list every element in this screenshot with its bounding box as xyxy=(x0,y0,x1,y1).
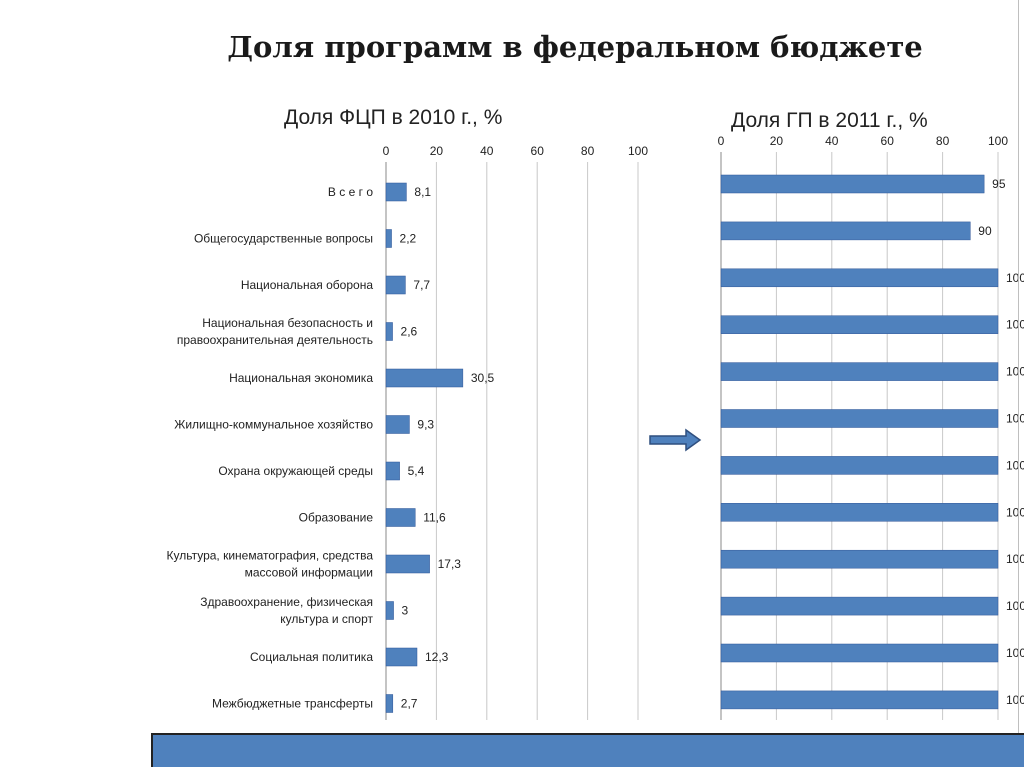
data-label: 9,3 xyxy=(417,418,434,432)
category-label: правоохранительная деятельность xyxy=(177,333,373,347)
bar xyxy=(385,461,400,481)
bar xyxy=(385,647,418,667)
bar xyxy=(720,362,999,381)
right-arrow-icon xyxy=(649,428,702,452)
x-tick-label: 100 xyxy=(988,134,1008,148)
data-label: 12,3 xyxy=(425,650,449,664)
x-tick-label: 60 xyxy=(531,144,545,158)
data-label: 100 xyxy=(1006,458,1024,472)
left-bar-chart: 0 20 40 60 80 100 8,1 В с е г о 2,2 Общегосударст… xyxy=(167,144,648,720)
x-tick-label: 100 xyxy=(628,144,648,158)
category-label: Межбюджетные трансферты xyxy=(212,697,373,711)
bar xyxy=(385,554,430,574)
category-label: Жилищно-коммунальное хозяйство xyxy=(174,418,373,432)
category-label: Национальная безопасность и xyxy=(202,316,373,330)
category-label: Культура, кинематография, средства xyxy=(167,549,374,563)
bar xyxy=(385,275,406,295)
right-chart-title: Доля ГП в 2011 г., % xyxy=(731,109,928,132)
data-label: 100 xyxy=(1006,646,1024,660)
category-label: Национальная оборона xyxy=(241,278,373,292)
bar xyxy=(720,221,971,241)
category-label: Общегосударственные вопросы xyxy=(194,232,373,246)
category-label: В с е г о xyxy=(328,185,373,199)
data-label: 100 xyxy=(1006,599,1024,613)
footer-bar xyxy=(151,733,1024,767)
x-tick-label: 20 xyxy=(430,144,444,158)
data-label: 100 xyxy=(1006,412,1024,426)
data-label: 95 xyxy=(992,177,1006,191)
data-label: 30,5 xyxy=(471,371,495,385)
bar xyxy=(720,503,999,522)
data-label: 7,7 xyxy=(413,278,430,292)
bar xyxy=(385,322,393,341)
page-title: Доля программ в федеральном бюджете xyxy=(227,30,923,64)
data-label: 2,6 xyxy=(401,325,418,339)
data-label: 100 xyxy=(1006,271,1024,285)
bar xyxy=(720,409,999,428)
bar xyxy=(385,182,407,202)
category-label: Здравоохранение, физическая xyxy=(200,595,373,609)
bar xyxy=(720,268,999,288)
data-label: 2,2 xyxy=(400,232,417,246)
bar xyxy=(385,415,410,434)
bar xyxy=(385,368,464,388)
data-label: 90 xyxy=(978,224,992,238)
data-label: 11,6 xyxy=(423,511,446,525)
data-label: 2,7 xyxy=(401,697,418,711)
page-edge-line xyxy=(1018,0,1019,767)
x-tick-label: 80 xyxy=(581,144,595,158)
bar xyxy=(720,549,999,569)
category-label: культура и спорт xyxy=(280,612,373,626)
x-tick-label: 20 xyxy=(770,134,784,148)
category-label: Национальная экономика xyxy=(229,371,373,385)
category-label: Охрана окружающей среды xyxy=(218,464,373,478)
bar xyxy=(385,601,394,620)
bar xyxy=(385,694,394,713)
data-label: 100 xyxy=(1006,318,1024,332)
x-tick-label: 40 xyxy=(480,144,494,158)
bar xyxy=(385,229,392,248)
bar xyxy=(720,690,999,710)
data-label: 17,3 xyxy=(438,557,462,571)
bar xyxy=(720,174,985,194)
data-label: 100 xyxy=(1006,693,1024,707)
x-tick-label: 60 xyxy=(881,134,895,148)
data-label: 100 xyxy=(1006,365,1024,379)
data-label: 8,1 xyxy=(414,185,431,199)
bar xyxy=(720,596,999,616)
x-tick-label: 0 xyxy=(383,144,390,158)
category-label: Образование xyxy=(299,511,374,525)
x-tick-label: 40 xyxy=(825,134,839,148)
bar xyxy=(720,315,999,334)
left-chart-title: Доля ФЦП в 2010 г., % xyxy=(284,106,503,129)
data-label: 100 xyxy=(1006,552,1024,566)
data-label: 100 xyxy=(1006,505,1024,519)
bar xyxy=(720,643,999,663)
x-tick-label: 0 xyxy=(718,134,725,148)
category-label: массовой информации xyxy=(245,566,373,580)
bar xyxy=(385,508,416,527)
category-label: Социальная политика xyxy=(250,650,373,664)
x-tick-label: 80 xyxy=(936,134,950,148)
data-label: 5,4 xyxy=(408,464,425,478)
bar xyxy=(720,456,999,475)
right-bar-chart: 0 20 40 60 80 100 95 90 100 100 100 100 100 100 100 100… xyxy=(718,134,1024,720)
data-label: 3 xyxy=(402,604,409,618)
